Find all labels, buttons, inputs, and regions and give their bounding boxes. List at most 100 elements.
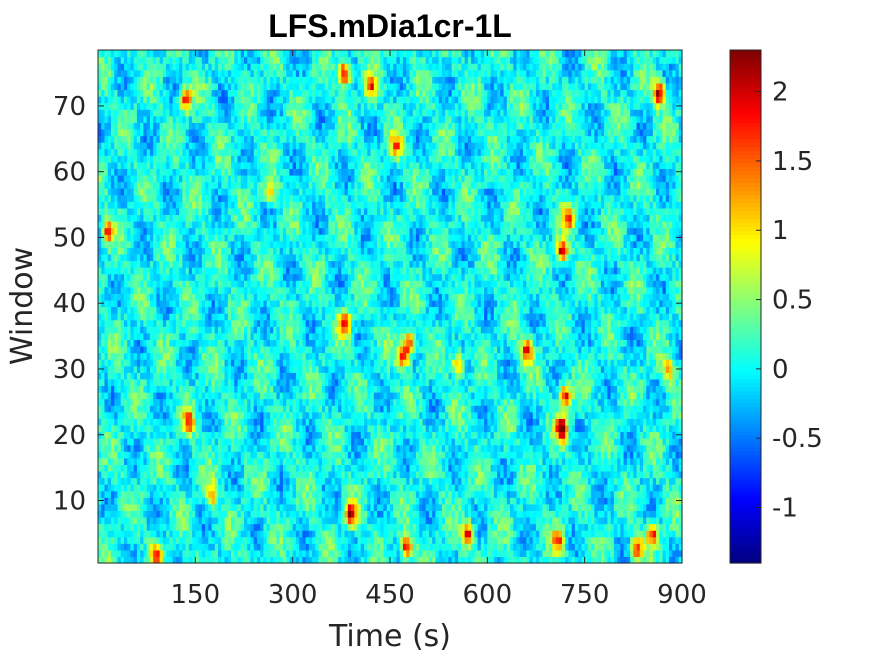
- heatmap-cell: [675, 556, 680, 564]
- heatmap-cell: [302, 451, 307, 459]
- heatmap-cell: [477, 556, 482, 564]
- heatmap-cell: [523, 490, 527, 498]
- heatmap-cell: [636, 556, 641, 564]
- heatmap-cell: [610, 490, 615, 498]
- heatmap-cell: [315, 510, 320, 518]
- heatmap-cell: [172, 530, 177, 538]
- heatmap-cell: [192, 464, 196, 472]
- heatmap-cell: [114, 523, 119, 531]
- heatmap-cell: [221, 530, 226, 538]
- heatmap-cell: [591, 530, 595, 538]
- heatmap-cell: [321, 503, 326, 511]
- heatmap-cell: [104, 549, 109, 558]
- heatmap-cell: [555, 444, 560, 452]
- heatmap-cell: [536, 451, 540, 459]
- heatmap-cell: [104, 484, 109, 492]
- heatmap-cell: [172, 556, 177, 564]
- heatmap-cell: [542, 556, 547, 564]
- heatmap-cell: [269, 523, 274, 531]
- heatmap-cell: [571, 530, 576, 538]
- heatmap-cell: [672, 536, 677, 544]
- heatmap-cell: [565, 477, 570, 485]
- heatmap-cell: [367, 510, 372, 518]
- heatmap-cell: [558, 470, 563, 479]
- heatmap-cell: [422, 536, 427, 544]
- heatmap-cell: [383, 477, 388, 485]
- heatmap-cell: [474, 457, 479, 465]
- heatmap-cell: [237, 549, 242, 558]
- heatmap-cell: [146, 477, 151, 485]
- heatmap-cell: [516, 536, 521, 544]
- heatmap-cell: [513, 549, 518, 558]
- heatmap-cell: [211, 497, 216, 505]
- heatmap-cell: [169, 470, 174, 479]
- heatmap-cell: [380, 549, 385, 558]
- heatmap-cell: [620, 497, 625, 505]
- heatmap-cell: [607, 549, 612, 558]
- heatmap-cell: [143, 484, 148, 492]
- heatmap-cell: [526, 497, 531, 505]
- heatmap-cell: [253, 444, 258, 452]
- heatmap-cell: [445, 536, 449, 544]
- heatmap-cell: [591, 510, 595, 518]
- heatmap-cell: [227, 470, 232, 479]
- heatmap-cell: [198, 503, 203, 511]
- heatmap-cell: [299, 556, 303, 564]
- heatmap-cell: [441, 484, 446, 492]
- heatmap-cell: [253, 543, 258, 551]
- heatmap-cell: [432, 543, 437, 551]
- heatmap-cell: [354, 549, 359, 558]
- heatmap-cell: [610, 549, 615, 558]
- heatmap-cell: [393, 497, 398, 505]
- heatmap-cell: [630, 451, 634, 459]
- heatmap-cell: [279, 464, 284, 472]
- heatmap-cell: [143, 523, 148, 531]
- heatmap-cell: [568, 497, 573, 505]
- heatmap-cell: [315, 523, 320, 531]
- heatmap-cell: [347, 451, 352, 459]
- heatmap-cell: [133, 516, 138, 525]
- heatmap-cell: [370, 543, 375, 551]
- heatmap-cell: [247, 549, 252, 558]
- heatmap-cell: [214, 444, 219, 452]
- heatmap-cell: [448, 536, 453, 544]
- heatmap-cell: [133, 530, 138, 538]
- heatmap-cell: [279, 556, 284, 564]
- heatmap-cell: [675, 464, 680, 472]
- heatmap-cell: [477, 470, 482, 479]
- heatmap-cell: [474, 470, 479, 479]
- heatmap-cell: [367, 484, 372, 492]
- heatmap-cell: [665, 516, 670, 525]
- heatmap-cell: [373, 484, 378, 492]
- heatmap-cell: [419, 530, 424, 538]
- heatmap-cell: [364, 470, 368, 479]
- heatmap-cell: [286, 464, 291, 472]
- heatmap-cell: [484, 516, 488, 525]
- heatmap-cell: [613, 457, 618, 465]
- heatmap-cell: [120, 543, 125, 551]
- heatmap-cell: [419, 556, 424, 564]
- heatmap-cell: [552, 556, 557, 564]
- heatmap-cell: [179, 556, 183, 564]
- heatmap-cell: [279, 543, 284, 551]
- heatmap-cell: [214, 503, 219, 511]
- heatmap-cell: [153, 464, 157, 472]
- heatmap-cell: [208, 510, 213, 518]
- heatmap-cell: [201, 510, 206, 518]
- heatmap-cell: [451, 477, 456, 485]
- heatmap-cell: [208, 490, 213, 498]
- heatmap-cell: [529, 523, 534, 531]
- heatmap-cell: [269, 457, 274, 465]
- heatmap-cell: [471, 503, 475, 511]
- heatmap-cell: [227, 556, 232, 564]
- heatmap-cell: [143, 457, 148, 465]
- heatmap-cell: [214, 464, 219, 472]
- heatmap-cell: [279, 523, 284, 531]
- heatmap-cell: [140, 530, 145, 538]
- heatmap-cell: [364, 503, 368, 511]
- heatmap-cell: [140, 464, 145, 472]
- heatmap-cell: [169, 464, 174, 472]
- heatmap-cell: [626, 457, 631, 465]
- heatmap-cell: [305, 470, 310, 479]
- heatmap-cell: [519, 516, 524, 525]
